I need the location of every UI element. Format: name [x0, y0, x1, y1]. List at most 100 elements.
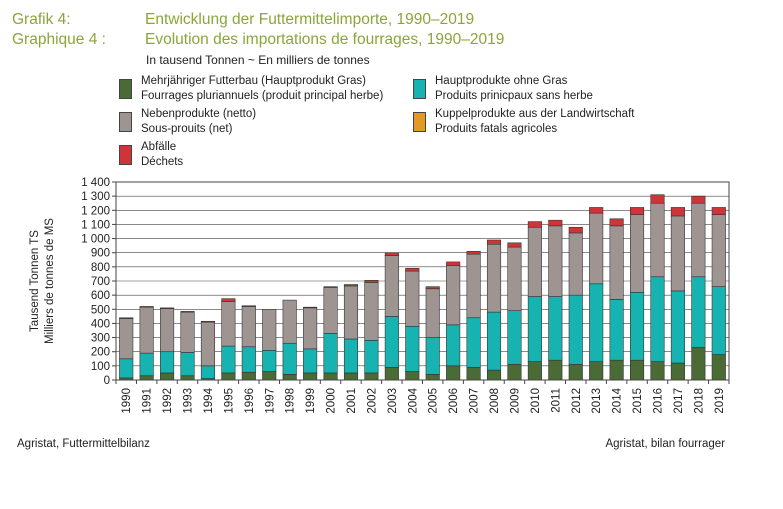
bar-segment [119, 317, 134, 319]
x-tick-label: 2013 [591, 388, 603, 414]
legend-swatch [413, 112, 426, 132]
bar-segment [629, 214, 645, 293]
x-tick-label: 2019 [714, 388, 726, 414]
legend-label-fr: Fourrages pluriannuels (produit principa… [141, 90, 384, 102]
x-tick-label: 1999 [305, 388, 317, 414]
legend-label-fr: Produits prinicpaux sans herbe [435, 90, 593, 102]
bar-segment [507, 242, 522, 248]
bar-segment [446, 265, 461, 326]
gridlines [116, 195, 729, 367]
bar-segment [486, 239, 502, 245]
bar-segment [364, 279, 379, 283]
y-tick-label: 700 [91, 276, 110, 288]
bar-segment [160, 308, 175, 353]
bar-segment [221, 345, 236, 374]
bar-segment [486, 311, 502, 371]
bar-segment [241, 305, 256, 307]
legend-swatch [119, 145, 132, 165]
x-tick-label: 1997 [264, 388, 276, 414]
bar-segment [650, 202, 665, 278]
title-french-text: Evolution des importations de fourrages,… [145, 31, 505, 48]
x-tick-label: 1996 [244, 388, 256, 414]
bar-segment [282, 374, 297, 381]
bar-segment [527, 226, 542, 297]
x-tick-label: 2015 [632, 388, 644, 414]
bar-segment [384, 255, 399, 317]
y-axis-ticks: 0 100 200 300 400 500 600 700 800 900 1 000 1 100 1 … [81, 177, 116, 387]
bar-segment [364, 372, 379, 381]
bar-segment [507, 246, 522, 312]
x-tick-label: 2010 [530, 388, 542, 414]
bar-segment [139, 306, 154, 354]
x-tick-label: 1990 [121, 388, 133, 414]
bar-segment [262, 349, 277, 372]
bar-segment [139, 352, 154, 377]
bar-segment [425, 288, 440, 338]
legend-label-de: Hauptprodukte ohne Gras [435, 75, 568, 87]
bar-segment [139, 306, 154, 308]
bar-segment [589, 361, 604, 381]
bar-segment [262, 371, 277, 381]
bar-segment [180, 311, 195, 353]
bar-segment [384, 366, 399, 381]
y-tick-label: 500 [91, 304, 110, 316]
bar-segment [691, 276, 706, 348]
x-tick-label: 2005 [428, 388, 440, 414]
bar-segment [425, 337, 440, 375]
bar-segment [670, 290, 685, 364]
bar-segment [221, 372, 236, 381]
bar-segment [262, 308, 277, 351]
bar-segment [405, 267, 420, 272]
bar-segment [568, 294, 583, 365]
bar-segment [384, 316, 399, 368]
bar-segment [507, 310, 522, 365]
bar-segment [364, 340, 379, 374]
bar-segment [589, 212, 604, 285]
bar-segment [486, 243, 502, 313]
y-tick-label: 1 100 [81, 219, 110, 231]
bar-segment [609, 359, 624, 381]
x-tick-label: 2017 [673, 388, 685, 414]
bar-segment [711, 286, 726, 355]
x-tick-label: 2008 [489, 388, 501, 414]
bar-segment [119, 358, 134, 379]
legend-label-fr: Déchets [141, 156, 184, 168]
bar-segment [527, 296, 542, 362]
bar-segment [650, 276, 665, 362]
bar-segment [691, 195, 706, 204]
x-tick-label: 2016 [652, 388, 664, 414]
bar-segment [446, 365, 461, 381]
bar-segment [160, 307, 175, 309]
bar-segment [323, 287, 338, 334]
bar-segment [425, 374, 440, 381]
bar-segment [629, 359, 645, 381]
bar-segment [160, 351, 175, 374]
bar-segment [405, 270, 420, 327]
x-tick-label: 2011 [550, 388, 562, 413]
y-axis-label-de: Tausend Tonnen TS [29, 230, 41, 332]
bar-segment [691, 347, 706, 381]
bar-segment [670, 362, 685, 381]
y-tick-label: 1 300 [81, 191, 110, 203]
bar-segment [711, 207, 726, 215]
bar-segment [180, 311, 195, 313]
bar-segment [200, 321, 215, 367]
bar-segment [405, 325, 420, 372]
bar-segment [446, 261, 461, 266]
x-axis-ticks: 1990 1991 1992 1993 1994 1995 1996 1997 1998 1999… [115, 380, 730, 414]
x-tick-label: 2002 [366, 388, 378, 414]
title-german-text: Entwicklung der Futtermittelimporte, 199… [145, 11, 475, 28]
y-axis-label-fr: Milliers de tonnes de MS [44, 218, 56, 344]
bar-segment [282, 299, 297, 344]
x-tick-label: 1991 [142, 388, 154, 414]
legend-label-de: Kuppelprodukte aus der Landwirtschaft [435, 108, 635, 120]
legend-swatch [119, 79, 132, 99]
bar-segment [650, 194, 665, 204]
title-german-label: Grafik 4: [12, 11, 71, 28]
bar-segment [303, 348, 318, 374]
bar-segment [466, 317, 481, 368]
bar-segment [568, 364, 583, 381]
bar-segment [139, 375, 154, 381]
bar-segment [303, 372, 318, 381]
